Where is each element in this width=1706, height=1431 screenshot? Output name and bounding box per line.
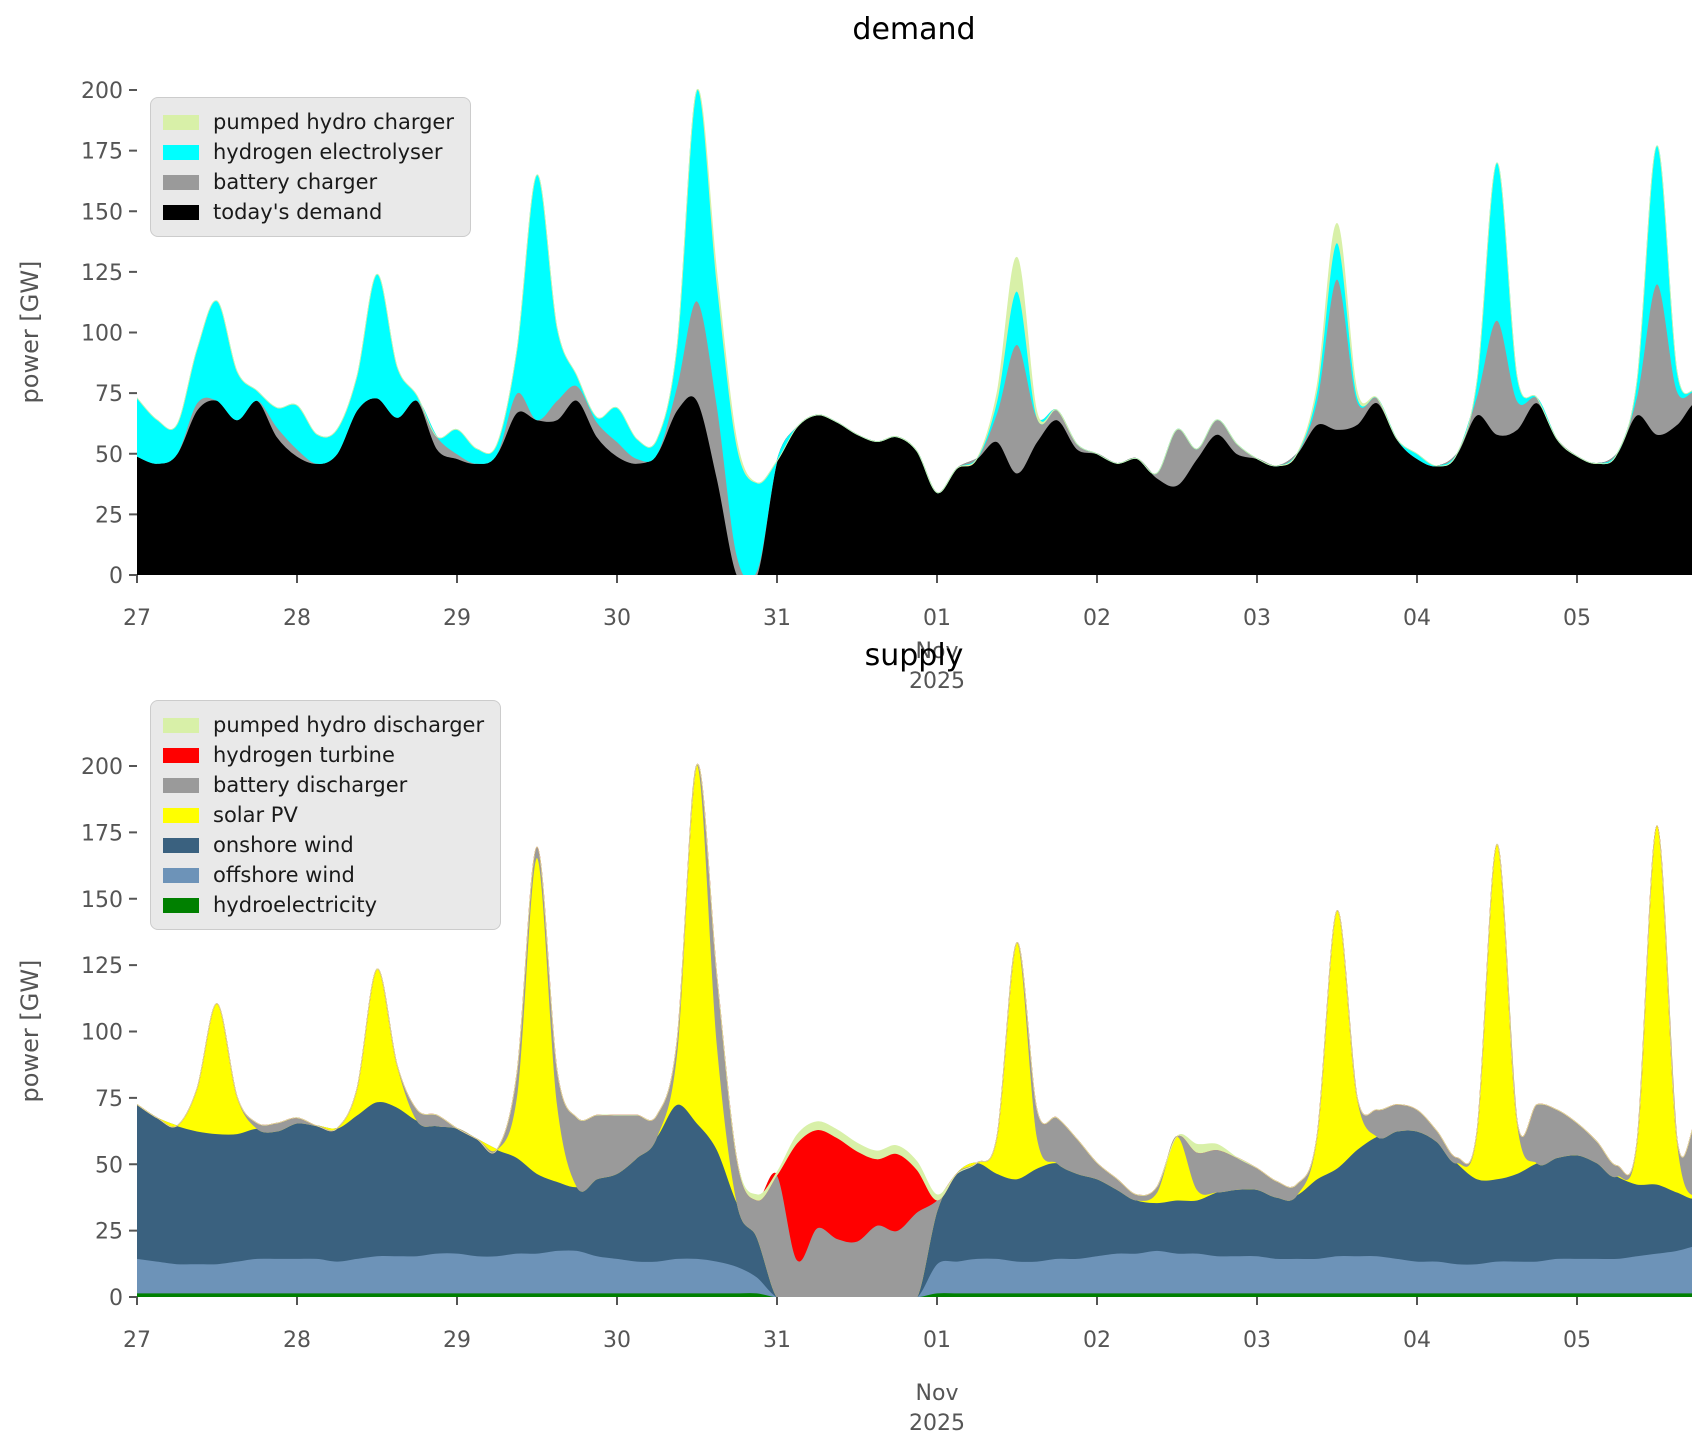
legend-item-pumped-hydro-charger: pumped hydro charger: [163, 107, 454, 137]
supply-y-tick-label: 0: [109, 1286, 123, 1311]
supply-month-label: Nov: [916, 1381, 959, 1406]
supply-x-tick-label: 05: [1563, 1328, 1591, 1353]
demand-y-tick-label: 200: [81, 79, 123, 104]
demand-y-tick-label: 50: [95, 443, 123, 468]
demand-x-tick-label: 28: [283, 606, 311, 631]
legend-item-hydroelectricity: hydroelectricity: [163, 890, 484, 920]
legend-swatch-icon: [163, 747, 199, 763]
supply-y-tick-label: 100: [81, 1021, 123, 1046]
legend-label: pumped hydro charger: [213, 110, 454, 134]
demand-x-tick-label: 03: [1243, 606, 1271, 631]
supply-x-tick-label: 30: [603, 1328, 631, 1353]
demand-y-tick-label: 100: [81, 322, 123, 347]
supply-x-tick-label: 03: [1243, 1328, 1271, 1353]
legend-label: battery discharger: [213, 773, 408, 797]
supply-y-tick-label: 75: [95, 1087, 123, 1112]
supply-year-label: 2025: [909, 1411, 965, 1431]
legend-swatch-icon: [163, 717, 199, 733]
legend-swatch-icon: [163, 897, 199, 913]
demand-band-pumped-hydro-charger: [137, 89, 1692, 494]
legend-swatch-icon: [163, 867, 199, 883]
legend-label: offshore wind: [213, 863, 355, 887]
demand-x-tick-label: 30: [603, 606, 631, 631]
demand-y-tick-label: 150: [81, 200, 123, 225]
supply-y-tick-label: 25: [95, 1220, 123, 1245]
legend-item-today-s-demand: today's demand: [163, 197, 454, 227]
legend-item-offshore-wind: offshore wind: [163, 860, 484, 890]
supply-bands: [137, 764, 1692, 1297]
legend-item-onshore-wind: onshore wind: [163, 830, 484, 860]
demand-y-tick-label: 25: [95, 503, 123, 528]
legend-item-solar-PV: solar PV: [163, 800, 484, 830]
demand-x-tick-label: 27: [123, 606, 151, 631]
supply-x-tick-label: 27: [123, 1328, 151, 1353]
supply-chart-title: supply: [864, 638, 964, 673]
legend-label: pumped hydro discharger: [213, 713, 485, 737]
legend-swatch-icon: [163, 837, 199, 853]
demand-y-axis-label: power [GW]: [16, 260, 44, 404]
demand-year-label: 2025: [909, 669, 965, 694]
demand-month-label: Nov: [916, 639, 959, 664]
legend-label: hydrogen turbine: [213, 743, 395, 767]
supply-x-tick-label: 02: [1083, 1328, 1111, 1353]
demand-y-tick-label: 0: [109, 564, 123, 589]
supply-y-tick-label: 50: [95, 1153, 123, 1178]
legend-label: today's demand: [213, 200, 383, 224]
demand-bands: [137, 89, 1692, 575]
supply-x-tick-label: 29: [443, 1328, 471, 1353]
supply-x-tick-label: 04: [1403, 1328, 1431, 1353]
demand-x-tick-label: 04: [1403, 606, 1431, 631]
supply-legend: pumped hydro discharger hydrogen turbine b…: [150, 700, 502, 930]
demand-legend: pumped hydro charger hydrogen electrolyse…: [150, 97, 471, 237]
demand-x-tick-label: 02: [1083, 606, 1111, 631]
supply-band-pumped-hydro-discharger: [137, 764, 1692, 1201]
demand-axis-ticks: 0 25 50 75 100 125 150 175 200 27 28 29 30 31 01 02 03 04…: [81, 79, 1591, 694]
legend-swatch-icon: [163, 114, 199, 130]
demand-y-tick-label: 175: [81, 140, 123, 165]
demand-chart-title: demand: [852, 12, 976, 47]
supply-x-tick-label: 28: [283, 1328, 311, 1353]
supply-axis-ticks: 0 25 50 75 100 125 150 175 200 27 28 29 30 31 01 02 03 04…: [81, 755, 1591, 1431]
demand-x-tick-label: 31: [763, 606, 791, 631]
demand-x-tick-label: 29: [443, 606, 471, 631]
legend-label: battery charger: [213, 170, 378, 194]
supply-y-tick-label: 125: [81, 954, 123, 979]
legend-swatch-icon: [163, 144, 199, 160]
legend-label: hydrogen electrolyser: [213, 140, 443, 164]
legend-label: hydroelectricity: [213, 893, 378, 917]
legend-swatch-icon: [163, 807, 199, 823]
demand-y-tick-label: 125: [81, 261, 123, 286]
legend-swatch-icon: [163, 777, 199, 793]
legend-item-pumped-hydro-discharger: pumped hydro discharger: [163, 710, 484, 740]
legend-label: solar PV: [213, 803, 298, 827]
supply-x-tick-label: 01: [923, 1328, 951, 1353]
legend-item-battery-discharger: battery discharger: [163, 770, 484, 800]
demand-x-tick-label: 05: [1563, 606, 1591, 631]
demand-x-tick-label: 01: [923, 606, 951, 631]
supply-y-axis-label: power [GW]: [16, 959, 44, 1103]
legend-swatch-icon: [163, 174, 199, 190]
legend-item-battery-charger: battery charger: [163, 167, 454, 197]
legend-swatch-icon: [163, 204, 199, 220]
demand-y-tick-label: 75: [95, 382, 123, 407]
legend-item-hydrogen-turbine: hydrogen turbine: [163, 740, 484, 770]
supply-y-tick-label: 150: [81, 888, 123, 913]
legend-label: onshore wind: [213, 833, 354, 857]
legend-item-hydrogen-electrolyser: hydrogen electrolyser: [163, 137, 454, 167]
supply-y-tick-label: 175: [81, 821, 123, 846]
supply-y-tick-label: 200: [81, 755, 123, 780]
supply-x-tick-label: 31: [763, 1328, 791, 1353]
